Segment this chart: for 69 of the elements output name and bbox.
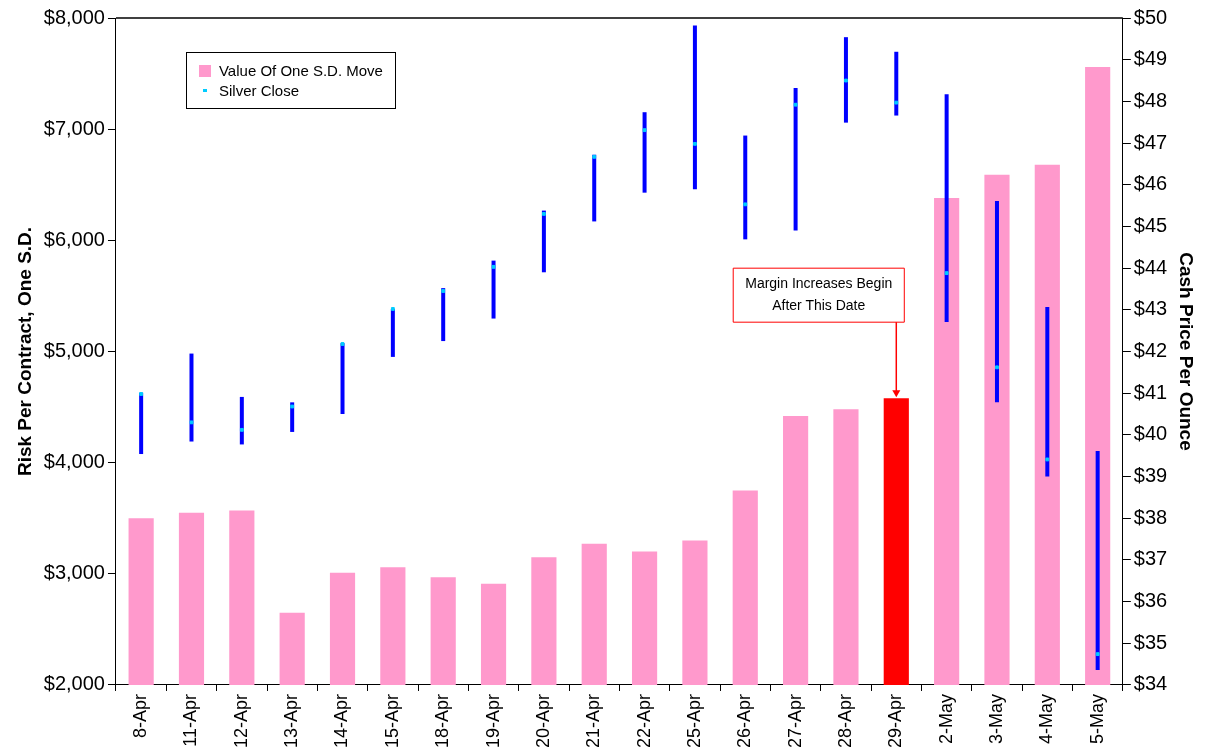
point bbox=[239, 427, 244, 432]
x-tick-label: 25-Apr bbox=[683, 693, 704, 748]
y2-tick-label: $37 bbox=[1133, 547, 1168, 570]
x-tick-label: 26-Apr bbox=[734, 693, 755, 748]
x-tick-label: 14-Apr bbox=[331, 693, 352, 748]
y2-tick-label: $46 bbox=[1133, 172, 1168, 195]
point bbox=[693, 141, 697, 146]
y-tick-label: $7,000 bbox=[43, 116, 105, 139]
y-tick-label: $8,000 bbox=[43, 5, 105, 28]
x-tick-label: 13-Apr bbox=[281, 693, 302, 748]
y2-tick-label: $34 bbox=[1133, 672, 1168, 695]
legend-label: Value Of One S.D. Move bbox=[218, 62, 383, 79]
y2-tick-label: $50 bbox=[1133, 5, 1168, 28]
point bbox=[944, 271, 949, 276]
y-tick-label: $3,000 bbox=[43, 561, 105, 584]
legend-label: Silver Close bbox=[218, 82, 299, 99]
x-tick-label: 8-Apr bbox=[130, 693, 151, 738]
x-tick-label: 2-May bbox=[935, 693, 956, 744]
x-tick-label: 5-May bbox=[1086, 693, 1107, 744]
x-tick-label: 19-Apr bbox=[482, 693, 503, 748]
y-tick-label: $6,000 bbox=[43, 227, 105, 250]
point bbox=[894, 100, 899, 105]
y2-tick-label: $44 bbox=[1133, 255, 1168, 278]
point bbox=[541, 212, 546, 216]
y-tick-label: $4,000 bbox=[43, 450, 105, 473]
y2-tick-label: $43 bbox=[1133, 297, 1168, 320]
point bbox=[1045, 457, 1050, 462]
y2-tick-label: $42 bbox=[1133, 339, 1168, 361]
point bbox=[1095, 652, 1100, 657]
x-tick-label: 11-Apr bbox=[180, 693, 201, 747]
x-tick-label: 20-Apr bbox=[532, 693, 553, 748]
point bbox=[844, 78, 848, 83]
y2-tick-label: $36 bbox=[1133, 589, 1168, 612]
point bbox=[139, 392, 144, 396]
point bbox=[340, 342, 345, 346]
x-tick-label: 4-May bbox=[1036, 693, 1057, 744]
point bbox=[491, 264, 496, 269]
x-tick-label: 22-Apr bbox=[633, 693, 654, 748]
x-tick-label: 28-Apr bbox=[834, 693, 855, 748]
point bbox=[793, 102, 798, 107]
y2-tick-label: $48 bbox=[1133, 88, 1168, 111]
y2-tick-label: $40 bbox=[1133, 422, 1168, 445]
x-tick-label: 29-Apr bbox=[885, 693, 906, 748]
y-tick-label: $5,000 bbox=[43, 339, 105, 361]
annotation: Margin Increases Begin After This Date bbox=[745, 275, 893, 314]
x-tick-label: 21-Apr bbox=[583, 693, 604, 748]
y2-tick-label: $47 bbox=[1133, 130, 1168, 153]
point bbox=[441, 289, 446, 293]
point bbox=[189, 420, 194, 425]
y2-tick-label: $49 bbox=[1133, 47, 1168, 70]
y-axis-title: Risk Per Contract, One S.D. bbox=[13, 226, 35, 477]
y2-tick-label: $39 bbox=[1133, 464, 1168, 487]
x-tick-label: 27-Apr bbox=[784, 693, 805, 748]
point bbox=[743, 202, 748, 207]
x-tick-label: 15-Apr bbox=[381, 693, 402, 748]
y2-tick-label: $41 bbox=[1133, 380, 1168, 403]
y2-tick-label: $38 bbox=[1133, 505, 1168, 528]
y2-tick-label: $35 bbox=[1133, 630, 1168, 653]
x-tick-label: 3-May bbox=[985, 693, 1006, 744]
point bbox=[290, 404, 295, 409]
point bbox=[995, 365, 999, 370]
point bbox=[592, 154, 597, 159]
x-tick-label: 12-Apr bbox=[230, 693, 251, 748]
y-tick-label: $2,000 bbox=[43, 672, 105, 695]
point bbox=[642, 128, 647, 133]
point bbox=[390, 307, 395, 311]
y2-tick-label: $45 bbox=[1133, 213, 1168, 236]
y2-axis-title: Cash Price Per Ounce bbox=[1176, 252, 1198, 451]
x-tick-label: 18-Apr bbox=[432, 693, 453, 748]
